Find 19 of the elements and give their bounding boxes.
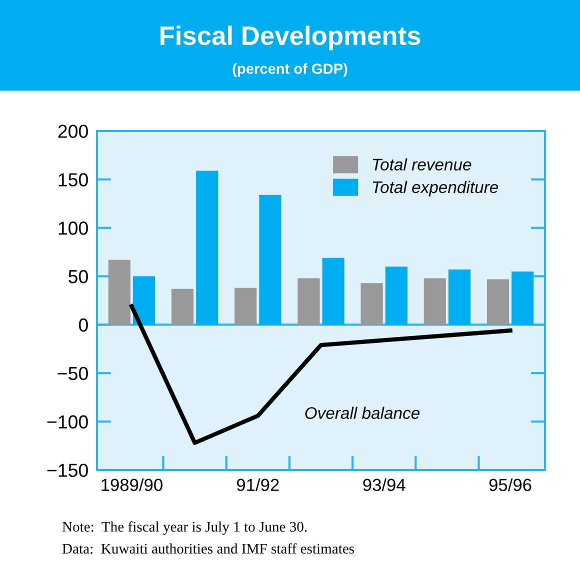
legend-label: Total revenue <box>372 158 472 170</box>
y-tick-label: 100 <box>58 222 88 235</box>
y-tick-label: −150 <box>47 464 88 477</box>
y-tick-label: −50 <box>58 366 88 380</box>
y-tick-label: 200 <box>58 124 88 138</box>
y-tick-label: 0 <box>78 318 88 332</box>
x-tick-label: 1989/90 <box>102 478 162 492</box>
chart-subtitle: (percent of GDP) <box>232 63 348 77</box>
y-tick-label: 50 <box>68 270 88 284</box>
x-tick-label: 93/94 <box>363 478 406 492</box>
chart-title: Fiscal Developments <box>160 26 420 50</box>
text: Data: Kuwaiti authorities and IMF staff estimates <box>62 543 354 554</box>
text: Note: The fiscal year is July 1 to June 30. <box>62 521 307 535</box>
y-tick-label: −100 <box>47 415 88 429</box>
x-tick-label: 95/96 <box>489 478 532 492</box>
x-tick-label: 91/92 <box>236 478 279 492</box>
series-label: Overall balance <box>305 406 420 419</box>
legend-label: Total expenditure <box>372 180 498 196</box>
y-tick-label: 150 <box>58 173 88 186</box>
